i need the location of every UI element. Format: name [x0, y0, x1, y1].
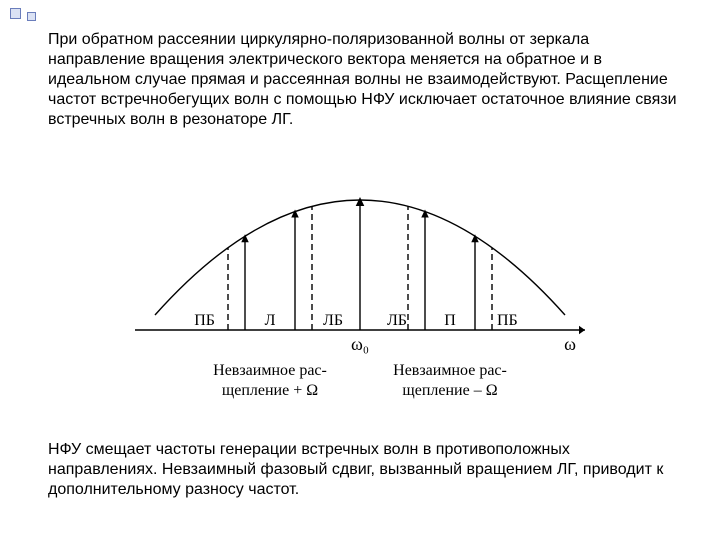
omega-label: ω — [564, 334, 576, 354]
frequency-splitting-diagram: ПБ Л ЛБ Невзаимное рас-щепление + Ω ЛБ П ПБ Нев… — [115, 170, 605, 430]
splitting-caption: Невзаимное рас- — [213, 362, 327, 379]
splitting-caption: Невзаимное рас- — [393, 362, 507, 379]
mode-label: ЛБ — [387, 312, 407, 329]
splitting-caption: щепление + Ω — [222, 382, 318, 399]
mode-label: ПБ — [194, 312, 215, 329]
paragraph-top: При обратном рассеянии циркулярно-поляри… — [48, 30, 680, 130]
mode-label: П — [444, 312, 456, 329]
paragraph-bottom: НФУ смещает частоты генерации встречных … — [48, 440, 680, 500]
mode-label: Л — [265, 312, 276, 329]
splitting-caption: щепление – Ω — [402, 382, 497, 399]
omega0-label: ω₀ — [351, 334, 369, 354]
slide-bullets — [10, 6, 38, 24]
bullet-square-small — [27, 12, 36, 21]
mode-label: ЛБ — [323, 312, 343, 329]
bullet-square — [10, 8, 21, 19]
mode-label: ПБ — [497, 312, 518, 329]
